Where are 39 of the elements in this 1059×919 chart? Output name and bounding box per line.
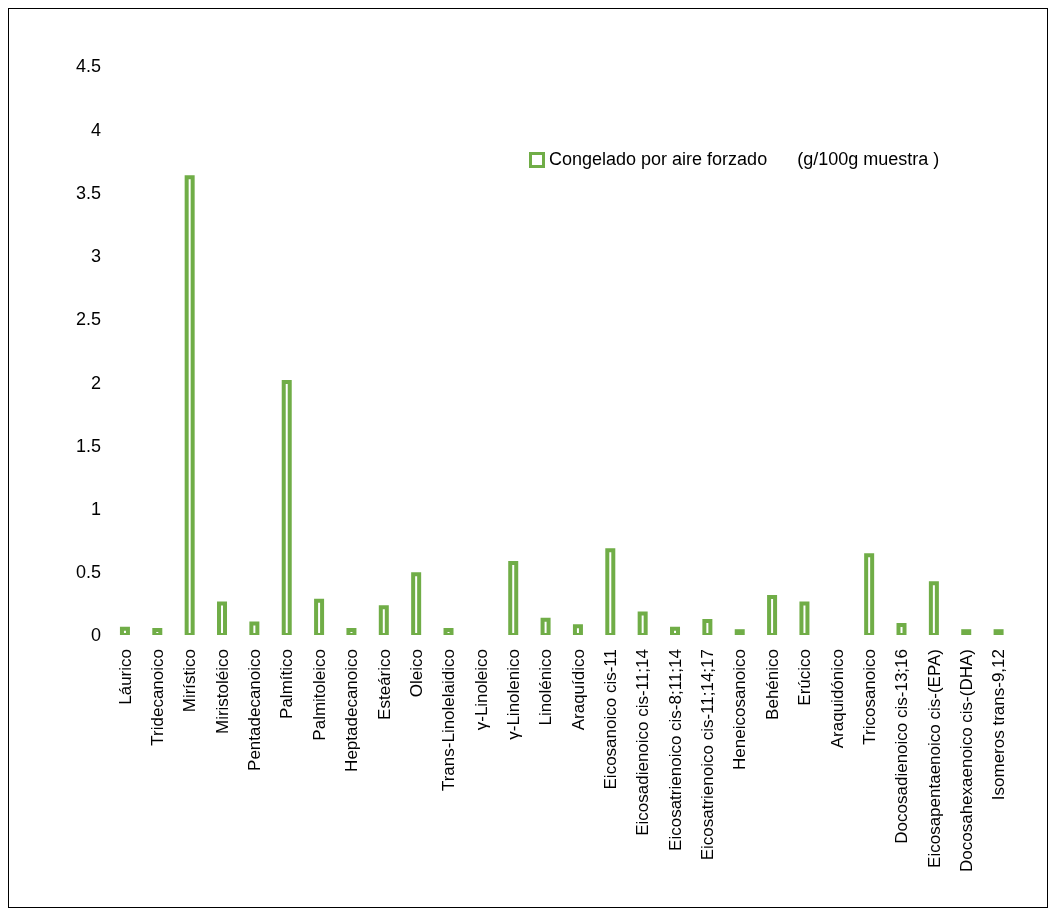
x-tick-label: Erúcico <box>795 649 815 706</box>
x-tick-label: Esteárico <box>374 649 394 720</box>
x-tick-label: γ-Linolenico <box>503 649 523 740</box>
x-tick-label: Araquidónico <box>827 649 847 749</box>
y-tick-label: 2 <box>90 372 101 393</box>
x-tick-label: Isomeros trans-9,12 <box>989 649 1009 801</box>
x-tick-label: Trans-Linolelaidico <box>439 649 459 792</box>
x-tick-label: Docosadienoico cis-13;16 <box>892 649 912 844</box>
x-tick-label: Behénico <box>762 649 782 720</box>
x-tick-label: Eicosanoico cis-11 <box>601 649 621 790</box>
x-tick-label: Miristoléico <box>212 649 232 735</box>
x-tick-label: Eicosatrienoico cis-8;11;14 <box>665 649 685 851</box>
x-tick-label: Eicosapentaenoico cis-(EPA) <box>924 649 944 868</box>
x-tick-label: Linolénico <box>536 649 556 726</box>
x-tick-label: Tridecanoico <box>148 649 168 746</box>
x-tick-label: Oleico <box>406 649 426 698</box>
x-tick-label: Mirístico <box>180 649 200 713</box>
y-tick-label: 4.5 <box>75 56 101 77</box>
x-tick-label: Heptadecanoico <box>342 649 362 772</box>
x-tick-label: Palmitoleico <box>309 649 329 741</box>
x-tick-label: Heneicosanoico <box>730 649 750 770</box>
legend-label: Congelado por aire forzado (g/100g muestra ) <box>549 149 940 170</box>
y-tick-label: 4 <box>90 119 101 140</box>
x-tick-label: Palmítico <box>277 649 297 719</box>
y-tick-label: 1 <box>90 498 101 519</box>
x-tick-label: Araquídico <box>568 649 588 731</box>
y-tick-label: 1.5 <box>75 435 101 456</box>
x-tick-label: Pentadecanoico <box>245 649 265 771</box>
x-tick-label: γ-Linoleico <box>471 649 491 731</box>
x-tick-label: Eicosadienoico cis-11;14 <box>633 649 653 836</box>
x-tick-label: Eicosatrienoico cis-11;14;17 <box>698 649 718 861</box>
y-tick-label: 2.5 <box>75 309 101 330</box>
y-tick-label: 3.5 <box>75 182 101 203</box>
y-tick-label: 3 <box>90 246 101 267</box>
x-tick-label: Tricosanoico <box>859 649 879 745</box>
x-tick-label: Docosahexaenoico cis-(DHA) <box>956 649 976 872</box>
y-tick-label: 0.5 <box>75 562 101 583</box>
y-tick-label: 0 <box>90 625 101 646</box>
x-tick-label: Láurico <box>115 649 135 705</box>
